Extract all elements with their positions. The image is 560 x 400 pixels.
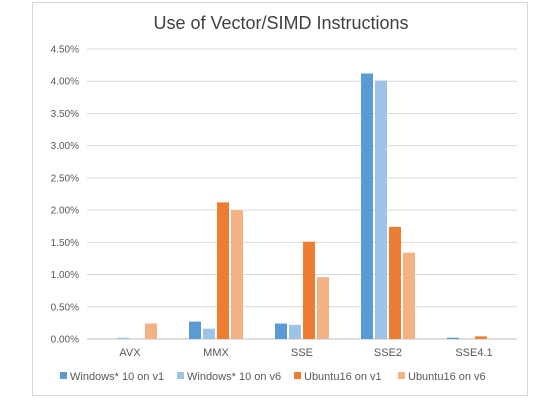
x-axis-categories: AVX MMX SSE SSE2 SSE4.1 <box>119 347 492 359</box>
bar <box>203 328 215 339</box>
legend-swatch <box>177 372 184 379</box>
x-category-label: SSE <box>291 347 313 359</box>
y-tick-label: 0.00% <box>51 335 79 346</box>
y-tick-label: 3.00% <box>51 141 79 152</box>
bar <box>475 336 487 339</box>
legend-swatch <box>398 372 405 379</box>
y-tick-label: 2.50% <box>51 173 79 184</box>
y-tick-label: 1.00% <box>51 270 79 281</box>
legend-label: Windows* 10 on v1 <box>70 371 164 383</box>
bar <box>317 277 329 339</box>
bar <box>447 337 459 339</box>
legend: Windows* 10 on v1 Windows* 10 on v6 Ubuntu… <box>60 371 486 383</box>
y-tick-label: 0.50% <box>51 302 79 313</box>
bars <box>117 73 487 340</box>
bar <box>361 73 373 339</box>
y-tick-label: 4.00% <box>51 77 79 88</box>
bar <box>403 252 415 339</box>
y-tick-label: 1.50% <box>51 238 79 249</box>
bar <box>117 337 129 339</box>
legend-label: Ubuntu16 on v1 <box>304 371 382 383</box>
x-category-label: MMX <box>203 347 229 359</box>
bar <box>303 241 315 339</box>
legend-swatch <box>294 372 301 379</box>
bar <box>375 80 387 340</box>
bar <box>389 226 401 339</box>
legend-label: Ubuntu16 on v6 <box>408 371 486 383</box>
bar <box>275 323 287 339</box>
chart-frame: Use of Vector/SIMD Instructions 0.00% 0.5… <box>32 2 528 396</box>
y-tick-label: 4.50% <box>51 45 79 56</box>
x-category-label: SSE4.1 <box>455 347 492 359</box>
bar <box>217 202 229 339</box>
bar <box>289 324 301 339</box>
y-tick-label: 2.00% <box>51 206 79 217</box>
chart-title: Use of Vector/SIMD Instructions <box>153 13 408 33</box>
bar <box>189 321 201 339</box>
legend-swatch <box>60 372 67 379</box>
x-category-label: SSE2 <box>374 347 402 359</box>
legend-label: Windows* 10 on v6 <box>187 371 281 383</box>
bar <box>145 323 157 339</box>
bar-chart: Use of Vector/SIMD Instructions 0.00% 0.5… <box>51 13 517 383</box>
y-tick-label: 3.50% <box>51 109 79 120</box>
gridlines <box>87 48 517 340</box>
y-axis-ticks: 0.00% 0.50% 1.00% 1.50% 2.00% 2.50% 3.00% 3.50%… <box>51 45 79 346</box>
bar <box>231 210 243 339</box>
x-category-label: AVX <box>119 347 141 359</box>
